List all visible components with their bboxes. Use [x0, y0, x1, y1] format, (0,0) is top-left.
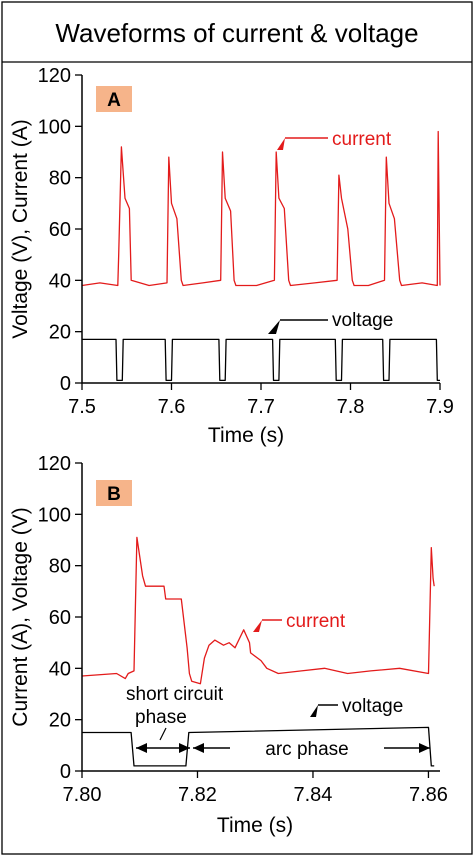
panel-a-voltage-label: voltage	[332, 310, 393, 331]
panel-b-current-line	[81, 536, 435, 685]
panel-b-xtick-label: 7.86	[409, 784, 448, 806]
panel-b-voltage-line	[82, 726, 435, 767]
panel-b-current-arrowhead	[253, 620, 262, 632]
panel-b-ytick-label: 60	[49, 607, 71, 629]
panel-b-short-circuit-leader	[159, 727, 167, 741]
panel-b-short-arrow-left	[136, 743, 147, 753]
panel-a-ytick-label: 40	[49, 270, 71, 292]
panel-b-ticks: 0 20 40 60 80 100 120 7.80 7.82 7.84 7.86	[38, 453, 448, 806]
panel-a-ytick-label: 20	[49, 322, 71, 344]
panel-b-xtick-label: 7.80	[63, 784, 102, 806]
panel-a-ticks: 0 20 40 60 80 100 120 7.5 7.6 7.7 7.8 7.9	[38, 65, 454, 418]
panel-a-label-bg	[96, 86, 132, 112]
panel-a-current-label: current	[332, 129, 392, 150]
panel-b-xtick-label: 7.82	[178, 784, 217, 806]
panel-b-short-circuit-label-line2: phase	[135, 707, 187, 728]
panel-b-ytick-label: 80	[49, 556, 71, 578]
panel-a: A 0 20 40 60 80 100 120 7.5 7.6 7.7 7.8 7.9 Time (s…	[9, 65, 454, 447]
panel-a-xlabel: Time (s)	[208, 424, 284, 447]
panel-b-ytick-label: 120	[38, 453, 71, 475]
panel-b-current-label: current	[286, 611, 346, 632]
panel-a-voltage-arrowhead	[268, 320, 280, 334]
panel-a-ytick-label: 80	[49, 168, 71, 190]
panel-a-ytick-label: 60	[49, 219, 71, 241]
panel-a-xtick-label: 7.7	[247, 396, 275, 418]
panel-b-voltage-arrowhead	[310, 705, 318, 717]
panel-a-current-line	[81, 130, 441, 287]
panel-a-voltage-line	[82, 338, 440, 382]
panel-b-arc-arrow-left	[193, 743, 204, 753]
panel-a-xtick-label: 7.9	[426, 396, 454, 418]
panel-a-ylabel: Voltage (V), Current (A)	[9, 119, 32, 338]
panel-a-xtick-label: 7.8	[337, 396, 365, 418]
panel-b-axes	[81, 463, 440, 772]
panel-b-ytick-label: 0	[60, 761, 71, 783]
panel-a-ytick-label: 120	[38, 65, 71, 87]
figure-title: Waveforms of current & voltage	[55, 18, 418, 48]
panel-a-label: A	[107, 90, 121, 111]
panel-b-arc-arrow-right	[419, 743, 430, 753]
panel-b-label: B	[107, 484, 121, 505]
panel-b-ytick-label: 40	[49, 658, 71, 680]
panel-b-xtick-label: 7.84	[293, 784, 332, 806]
panel-b-arc-phase-label: arc phase	[265, 739, 348, 760]
panel-b-short-arrow-right	[179, 743, 190, 753]
panel-b-xlabel: Time (s)	[217, 814, 293, 837]
panel-a-xtick-label: 7.5	[68, 396, 96, 418]
panel-a-ytick-label: 0	[60, 373, 71, 395]
panel-b-voltage-label: voltage	[342, 696, 403, 717]
panel-b: B 0 20 40 60 80 100 120 7.80 7.82 7.84 7.86 Time (…	[9, 453, 448, 837]
panel-a-axes	[81, 75, 440, 384]
panel-b-short-circuit-label-line1: short circuit	[126, 684, 224, 705]
panel-b-label-bg	[96, 480, 132, 506]
panel-b-ylabel: Current (A), Voltage (V)	[9, 507, 32, 726]
panel-a-ytick-label: 100	[38, 116, 71, 138]
panel-b-ytick-label: 100	[38, 504, 71, 526]
panel-a-xtick-label: 7.6	[158, 396, 186, 418]
panel-b-ytick-label: 20	[49, 710, 71, 732]
panel-a-current-arrowhead	[277, 138, 285, 150]
